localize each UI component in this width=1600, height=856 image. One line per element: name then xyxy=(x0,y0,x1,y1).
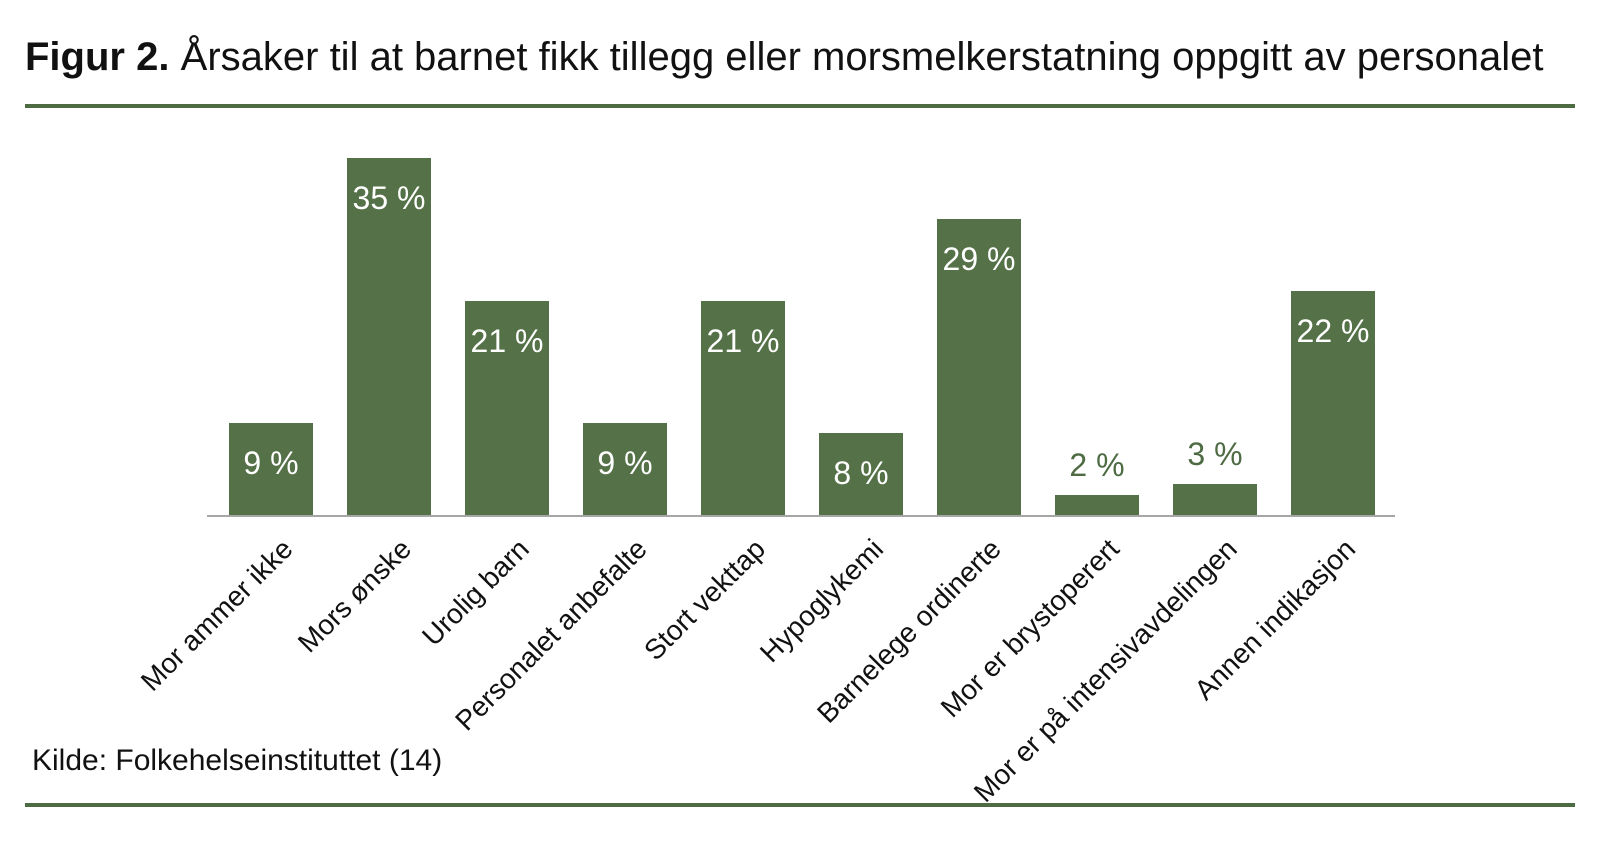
bar-4 xyxy=(583,423,667,515)
value-label-7: 29 % xyxy=(942,241,1016,277)
source-caption: Kilde: Folkehelseinstituttet (14) xyxy=(32,744,443,777)
bar-7 xyxy=(937,219,1021,515)
x-axis-label-5: Stort vekttap xyxy=(637,533,771,667)
value-label-8: 2 % xyxy=(1069,447,1125,483)
bar-1 xyxy=(229,423,313,515)
bar-10 xyxy=(1291,291,1375,515)
bar-3 xyxy=(465,301,549,515)
bar-9 xyxy=(1173,484,1257,515)
figure-title: Figur 2. Årsaker til at barnet fikk tille… xyxy=(25,34,1544,80)
x-axis-label-4: Personalet anbefalte xyxy=(449,533,653,737)
value-label-2: 35 % xyxy=(352,180,426,216)
x-axis-label-1: Mor ammer ikke xyxy=(135,533,299,697)
bottom-divider-rule xyxy=(25,803,1575,807)
value-label-1: 9 % xyxy=(243,445,299,481)
bar-8 xyxy=(1055,495,1139,515)
x-axis-label-2: Mors ønske xyxy=(291,533,417,659)
value-label-4: 9 % xyxy=(597,445,653,481)
bar-2 xyxy=(347,158,431,515)
value-label-10: 22 % xyxy=(1296,313,1370,349)
chart-plot-area: 9 % 35 % 21 % 9 % 21 % 8 % 29 % 2 % 3 % 22 % xyxy=(207,120,1395,517)
value-label-5: 21 % xyxy=(706,323,780,359)
top-divider-rule xyxy=(25,104,1575,108)
bar-6 xyxy=(819,433,903,515)
figure-title-text: Årsaker til at barnet fikk tillegg eller… xyxy=(180,35,1544,79)
x-axis-label-3: Urolig barn xyxy=(416,533,535,652)
value-label-9: 3 % xyxy=(1187,436,1243,472)
value-label-3: 21 % xyxy=(470,323,544,359)
bar-5 xyxy=(701,301,785,515)
value-label-6: 8 % xyxy=(833,455,889,491)
figure-number: Figur 2. xyxy=(25,35,170,79)
